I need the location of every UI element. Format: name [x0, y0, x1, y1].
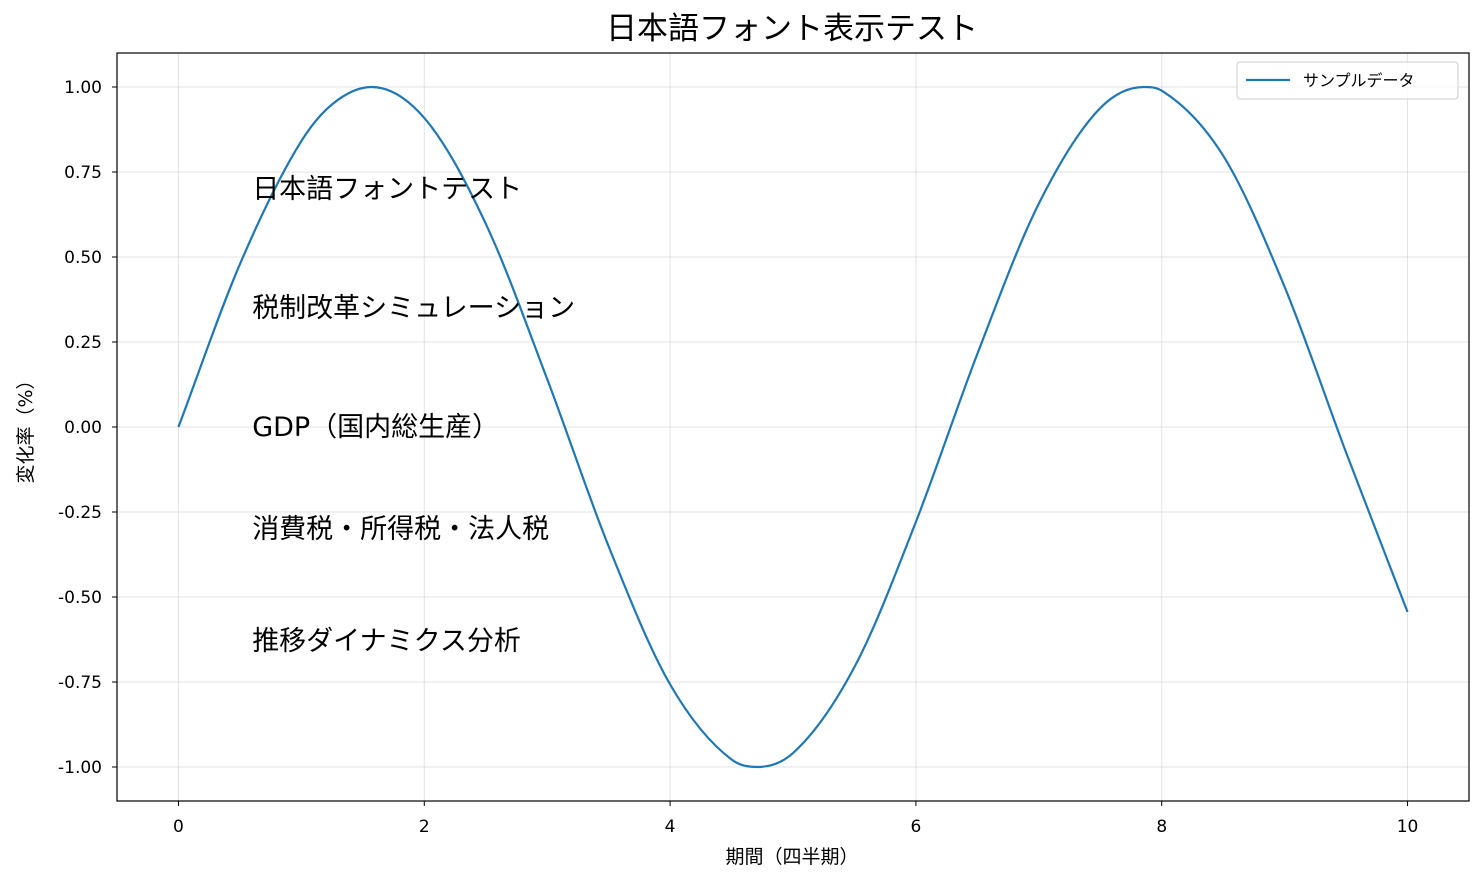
- annotation-text: 日本語フォントテスト: [252, 174, 522, 205]
- y-tick-label: -0.25: [58, 503, 102, 523]
- x-axis-title: 期間（四半期）: [725, 846, 858, 868]
- x-tick-label: 0: [173, 817, 184, 837]
- series-layer: [177, 85, 1409, 769]
- y-axis-title: 変化率（%）: [15, 370, 37, 483]
- y-tick-label: -0.50: [58, 588, 102, 608]
- y-tick-label: 1.00: [64, 78, 102, 98]
- y-tick-label: -0.75: [58, 673, 102, 693]
- annotation-text: 消費税・所得税・法人税: [252, 514, 549, 545]
- x-tick-label: 6: [910, 817, 921, 837]
- legend-label: サンプルデータ: [1303, 71, 1415, 90]
- y-tick-label: 0.25: [64, 333, 102, 353]
- series-line-0: [177, 85, 1409, 769]
- y-tick-label: 0.50: [64, 248, 102, 268]
- annotation-text: GDP（国内総生産）: [252, 412, 499, 443]
- x-tick-label: 2: [419, 817, 430, 837]
- annotation-text: 税制改革シミュレーション: [252, 293, 575, 324]
- tick-layer: 0 2 4 6 8 10 1.00 0.75 0.50 0.25 0.00 -0.25 -0.50 -0.…: [58, 78, 1418, 837]
- y-tick-label: 0.00: [64, 418, 102, 438]
- legend-box: [1236, 61, 1459, 100]
- x-tick-label: 8: [1156, 817, 1167, 837]
- annotation-text: 推移ダイナミクス分析: [252, 626, 521, 657]
- grid-layer: [117, 53, 1469, 801]
- x-tick-label: 4: [665, 817, 676, 837]
- legend: サンプルデータ: [1236, 61, 1459, 100]
- x-tick-label: 10: [1397, 817, 1419, 837]
- y-tick-label: 0.75: [64, 163, 102, 183]
- chart-title: 日本語フォント表示テスト: [606, 11, 978, 47]
- y-tick-label: -1.00: [58, 758, 102, 778]
